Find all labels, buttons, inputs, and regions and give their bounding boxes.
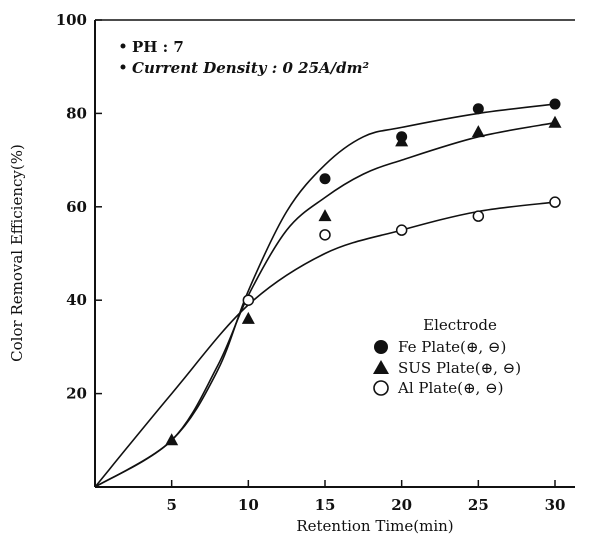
- data-point-sus: [241, 311, 255, 324]
- legend-marker-al: [373, 380, 389, 396]
- data-point-al: [549, 196, 561, 208]
- x-tick-label: 30: [545, 496, 566, 514]
- y-tick-label: 80: [66, 104, 87, 122]
- data-point-sus: [165, 433, 179, 446]
- x-tick-label: 5: [166, 496, 176, 514]
- legend-marker-fe: [374, 340, 388, 354]
- annotation-bullet: [120, 64, 126, 70]
- legend-label-sus: SUS Plate(⊕, ⊖): [398, 359, 521, 377]
- legend-label-al: Al Plate(⊕, ⊖): [397, 379, 504, 397]
- data-point-al: [319, 229, 331, 241]
- annotation-ph: PH : 7: [132, 38, 184, 56]
- x-tick-label: 15: [315, 496, 336, 514]
- annotation-bullet: [120, 43, 126, 49]
- data-point-sus: [471, 125, 485, 138]
- y-tick-label: 20: [66, 385, 87, 403]
- legend-marker-sus: [373, 360, 389, 374]
- data-point-sus: [318, 209, 332, 222]
- data-point-al: [242, 294, 255, 306]
- data-point-al: [472, 210, 485, 222]
- y-tick-label: 100: [56, 11, 87, 29]
- legend: Electrode Fe Plate(⊕, ⊖) SUS Plate(⊕, ⊖)…: [373, 316, 521, 397]
- x-tick-label: 25: [468, 496, 489, 514]
- annotation-current-density: Current Density : 0 25A/dm²: [132, 59, 369, 77]
- data-point-fe: [472, 103, 484, 115]
- data-point-al: [395, 224, 408, 236]
- x-tick-label: 10: [238, 496, 259, 514]
- legend-title: Electrode: [423, 316, 497, 334]
- legend-label-fe: Fe Plate(⊕, ⊖): [398, 338, 506, 356]
- x-tick-label: 20: [391, 496, 412, 514]
- y-tick-label: 60: [66, 198, 87, 216]
- x-axis-title: Retention Time(min): [296, 517, 453, 535]
- y-axis-title: Color Removal Efficiency(%): [8, 144, 26, 362]
- data-point-sus: [548, 115, 562, 128]
- series-line-fe: [94, 103, 556, 488]
- data-point-fe: [319, 173, 331, 185]
- y-tick-label: 40: [66, 291, 87, 309]
- series-line-sus: [94, 121, 556, 488]
- data-point-fe: [549, 98, 561, 110]
- data-point-sus: [395, 134, 409, 147]
